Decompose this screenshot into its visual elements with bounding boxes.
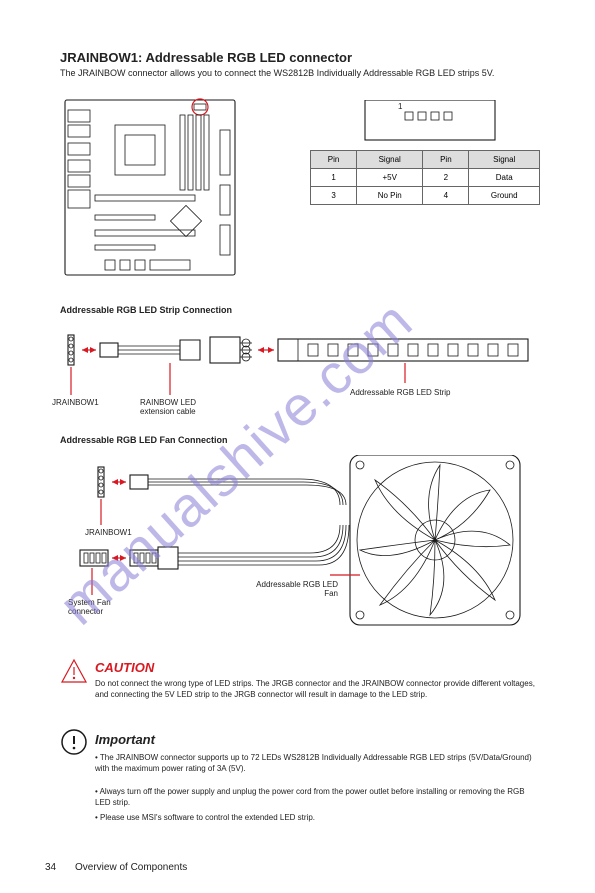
motherboard-diagram — [60, 95, 240, 285]
caution-title: CAUTION — [95, 660, 154, 675]
label-jrainbow-1: JRAINBOW1 — [52, 398, 112, 407]
fan-title: Addressable RGB LED Fan Connection — [60, 435, 228, 445]
strip-title: Addressable RGB LED Strip Connection — [60, 305, 232, 315]
caution-body: Do not connect the wrong type of LED str… — [95, 678, 540, 700]
important-line-1: • The JRAINBOW connector supports up to … — [95, 752, 540, 774]
important-icon — [60, 728, 88, 756]
label-led-strip: Addressable RGB LED Strip — [350, 388, 451, 397]
page-number: 34 — [45, 862, 56, 873]
intro-text: The JRAINBOW connector allows you to con… — [60, 68, 530, 78]
pin-table: Pin Signal Pin Signal 1 +5V 2 Data 3 No … — [310, 150, 540, 205]
fan-diagram — [60, 455, 540, 665]
label-jrainbow-2: JRAINBOW1 — [85, 528, 132, 537]
important-line-3: • Please use MSI's software to control t… — [95, 812, 540, 823]
page-title: JRAINBOW1: Addressable RGB LED connector — [60, 50, 352, 65]
pin1-label: 1 — [398, 102, 402, 111]
strip-diagram — [60, 325, 540, 415]
label-ext-cable: RAINBOW LED extension cable — [140, 398, 220, 416]
important-line-2: • Always turn off the power supply and u… — [95, 786, 540, 808]
label-sysfan: System Fan connector — [68, 598, 128, 616]
label-rgb-fan: Addressable RGB LED Fan — [248, 580, 338, 598]
connector-pinout-icon — [310, 100, 540, 145]
important-title: Important — [95, 732, 155, 747]
warning-icon — [60, 658, 88, 684]
page-label: Overview of Components — [75, 862, 187, 873]
